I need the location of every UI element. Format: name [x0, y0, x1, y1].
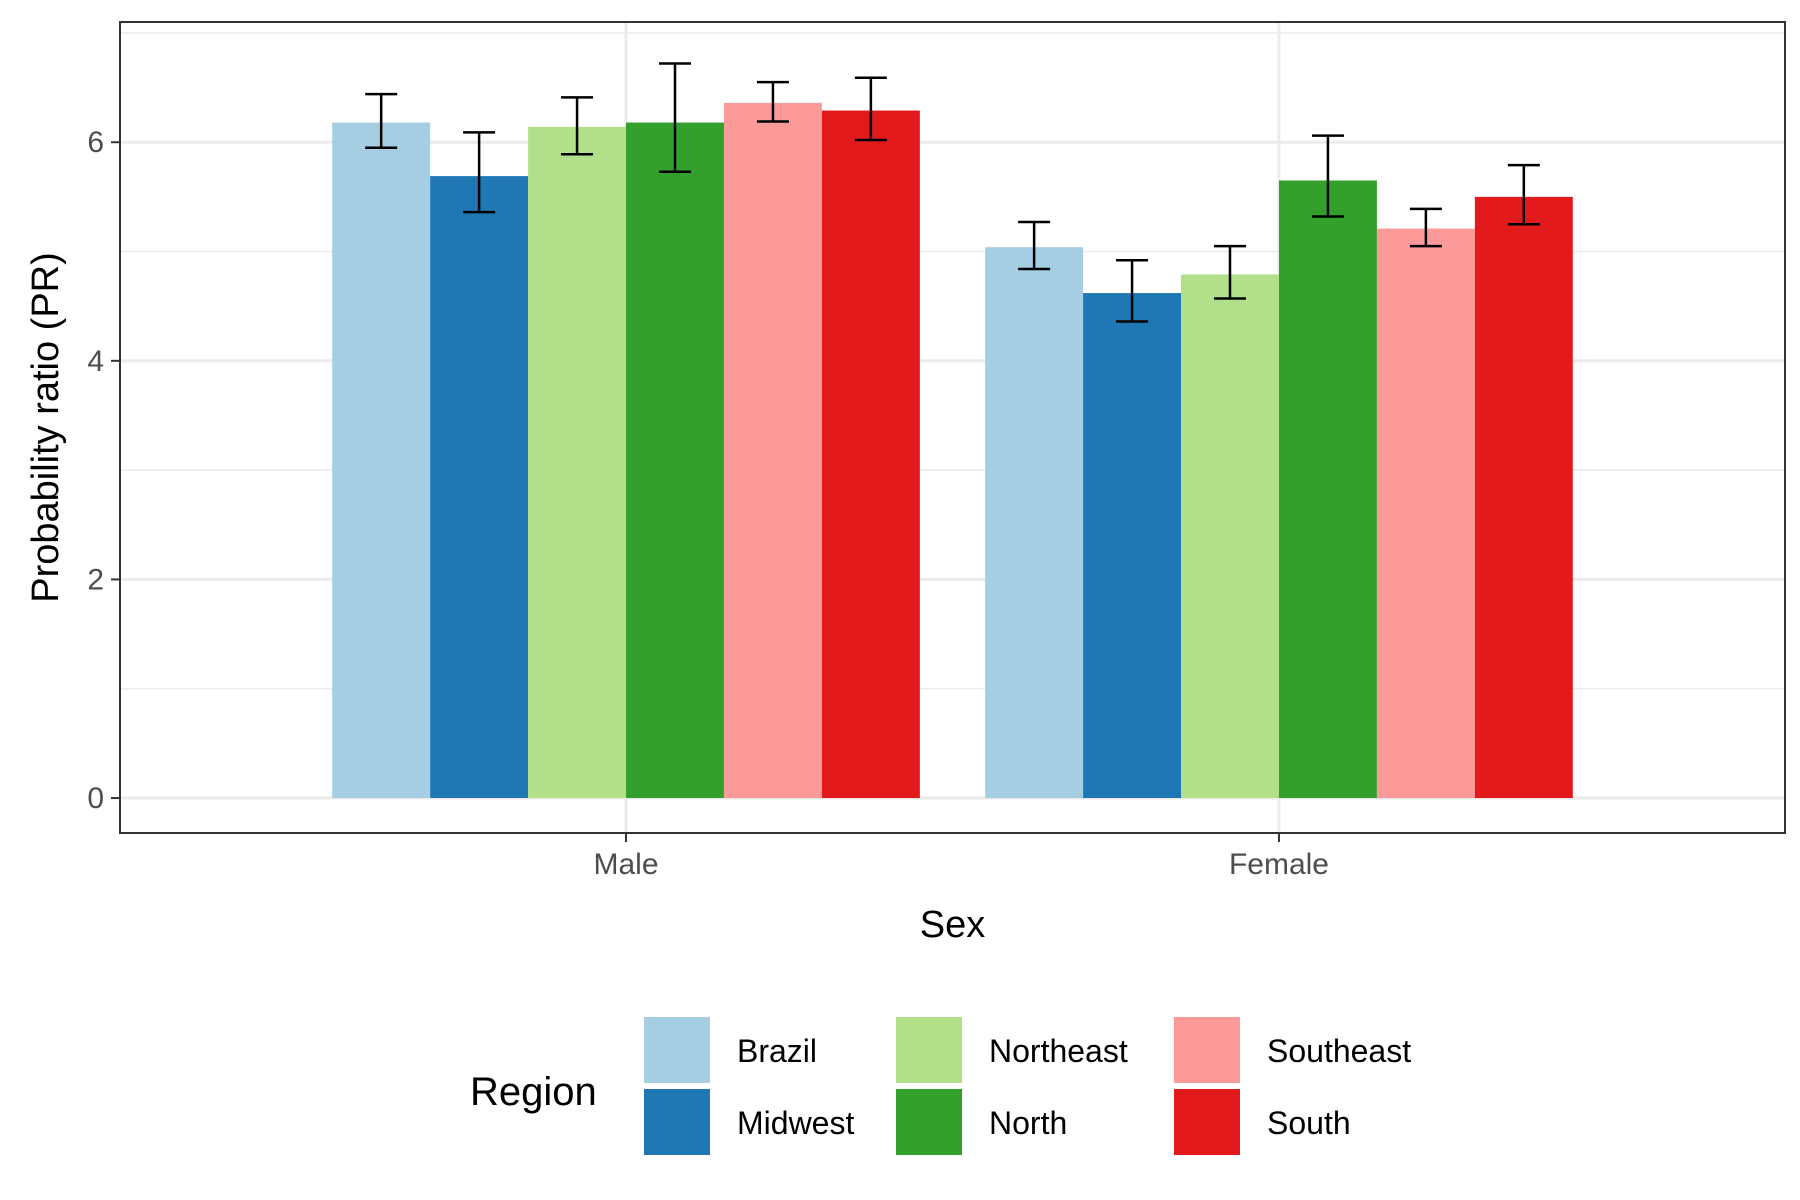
legend-key-midwest	[644, 1089, 710, 1155]
panel-border	[119, 21, 1786, 834]
x-axis: Male Female	[594, 833, 1329, 881]
x-axis-title: Sex	[920, 904, 985, 946]
error-bar-brazil-male	[365, 92, 398, 149]
bars	[332, 102, 1573, 799]
error-bar-south-female	[1507, 163, 1540, 226]
error-bars	[365, 62, 1540, 323]
legend-key-brazil	[644, 1017, 710, 1083]
y-tick-label: 6	[87, 126, 104, 159]
error-bar-brazil-female	[1018, 220, 1051, 271]
x-tick-label: Male	[594, 848, 659, 881]
legend-label-southeast: Southeast	[1267, 1033, 1411, 1069]
bar-southeast-female	[1376, 228, 1475, 799]
y-axis-title: Probability ratio (PR)	[25, 252, 67, 603]
bar-midwest-male	[430, 176, 529, 799]
error-bar-north-female	[1311, 134, 1344, 218]
bar-midwest-female	[1083, 293, 1182, 799]
bar-south-male	[821, 110, 920, 799]
bar-southeast-male	[723, 102, 822, 799]
bar-northeast-male	[528, 126, 627, 799]
legend-key-southeast	[1174, 1017, 1240, 1083]
legend-key-south	[1174, 1089, 1240, 1155]
legend-key-north	[896, 1089, 962, 1155]
y-tick-label: 4	[87, 345, 104, 378]
bar-brazil-male	[332, 122, 431, 799]
error-bar-southeast-male	[756, 80, 789, 123]
legend-label-north: North	[989, 1105, 1067, 1141]
legend-label-midwest: Midwest	[737, 1105, 854, 1141]
bar-northeast-female	[1181, 274, 1279, 799]
legend: Region Brazil Midwest Northeast North Southe…	[470, 1017, 1411, 1155]
bar-north-male	[626, 122, 724, 799]
error-bar-northeast-female	[1214, 244, 1246, 300]
error-bar-southeast-female	[1409, 207, 1442, 248]
bar-south-female	[1474, 196, 1573, 799]
error-bar-midwest-female	[1116, 259, 1149, 323]
legend-label-south: South	[1267, 1105, 1351, 1141]
legend-title: Region	[470, 1070, 597, 1114]
legend-label-brazil: Brazil	[737, 1033, 817, 1069]
error-bar-northeast-male	[561, 96, 594, 156]
y-axis: 0 2 4 6	[87, 126, 120, 815]
bar-north-female	[1278, 180, 1377, 799]
y-tick-label: 2	[87, 563, 104, 596]
error-bar-midwest-male	[463, 131, 496, 214]
error-bar-north-male	[659, 62, 691, 173]
error-bar-south-male	[854, 76, 887, 142]
bar-brazil-female	[985, 247, 1084, 799]
y-tick-label: 0	[87, 782, 104, 815]
x-tick-label: Female	[1229, 848, 1329, 881]
legend-key-northeast	[896, 1017, 962, 1083]
legend-label-northeast: Northeast	[989, 1033, 1128, 1069]
